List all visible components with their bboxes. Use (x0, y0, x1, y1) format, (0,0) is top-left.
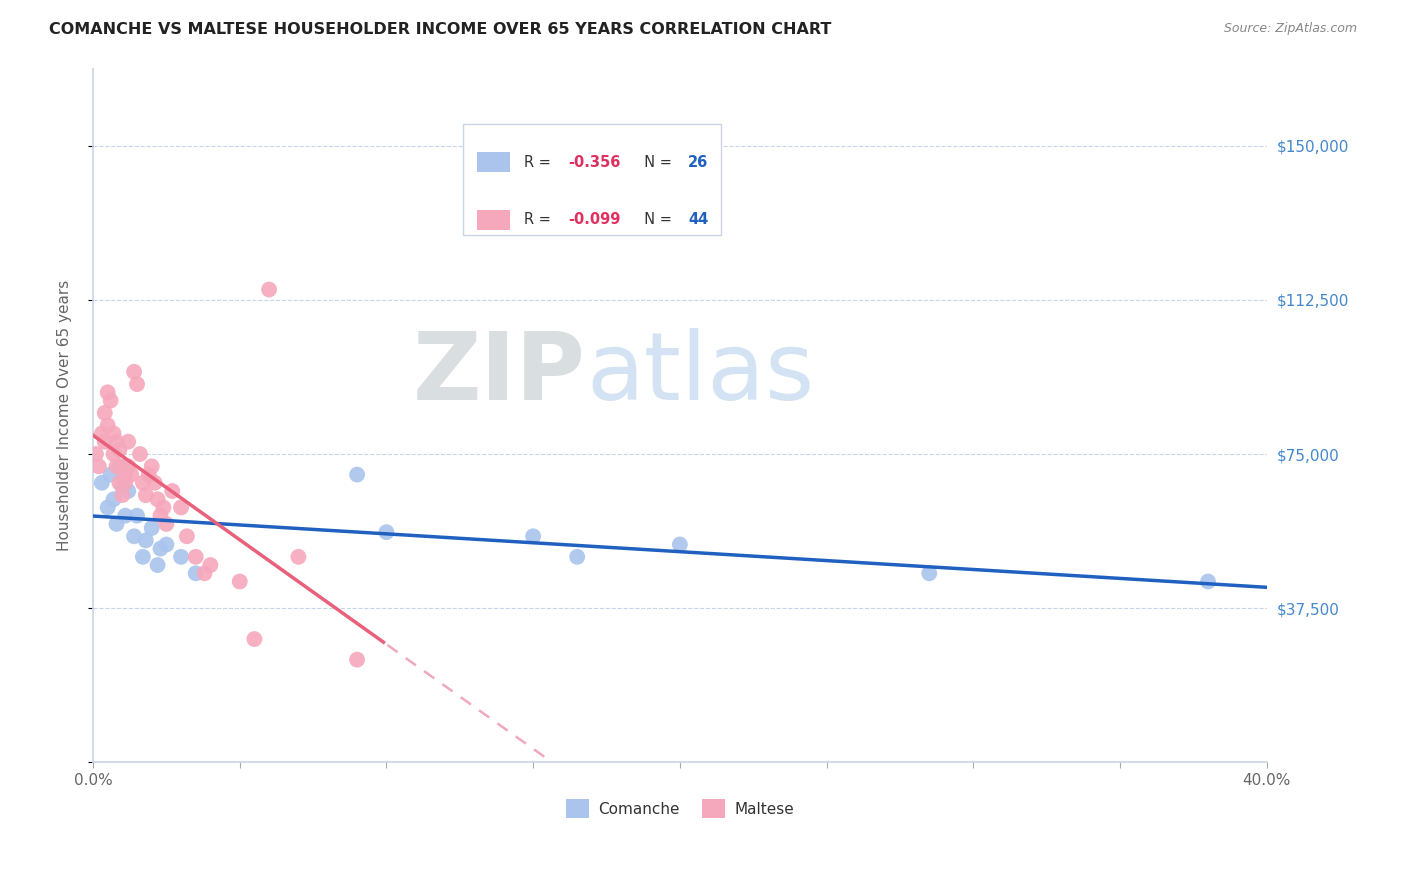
Point (125, 377, 148, 392)
Point (1197, 574, 1219, 589)
Point (111, 459, 134, 474)
Point (143, 475, 166, 490)
FancyBboxPatch shape (477, 211, 510, 229)
Point (103, 447, 125, 461)
Point (120, 467, 142, 482)
Point (669, 537, 692, 551)
Point (117, 434, 139, 449)
Point (155, 516, 177, 531)
Legend: Comanche, Maltese: Comanche, Maltese (560, 793, 800, 824)
Point (162, 483, 184, 498)
Point (567, 549, 589, 564)
Point (111, 488, 134, 502)
Point (141, 459, 163, 474)
Point (918, 566, 941, 581)
Point (90, 426, 112, 441)
Point (138, 467, 160, 482)
Text: 44: 44 (688, 212, 709, 227)
Point (132, 549, 155, 564)
Point (103, 426, 125, 441)
Point (132, 475, 155, 490)
Text: N =: N = (636, 154, 676, 169)
Point (146, 492, 169, 507)
Point (105, 459, 128, 474)
FancyBboxPatch shape (477, 153, 510, 172)
Point (117, 459, 139, 474)
Point (111, 480, 134, 494)
Point (149, 508, 172, 523)
Point (149, 541, 172, 556)
Text: Source: ZipAtlas.com: Source: ZipAtlas.com (1223, 22, 1357, 36)
Point (176, 529, 198, 543)
Text: atlas: atlas (586, 328, 814, 420)
Text: ZIP: ZIP (413, 328, 586, 420)
Point (114, 475, 136, 490)
Point (200, 558, 222, 572)
Point (152, 500, 174, 515)
Point (184, 566, 207, 581)
Point (125, 508, 148, 523)
Point (146, 558, 169, 572)
Point (129, 447, 152, 461)
Point (97, 500, 120, 515)
Point (155, 537, 177, 551)
Point (135, 488, 157, 502)
Y-axis label: Householder Income Over 65 years: Householder Income Over 65 years (58, 280, 72, 551)
Point (100, 393, 122, 408)
Point (122, 529, 145, 543)
Point (375, 525, 398, 540)
Point (135, 533, 157, 548)
Point (114, 508, 136, 523)
Point (90, 475, 112, 490)
Point (170, 500, 193, 515)
Point (346, 652, 368, 666)
Point (257, 283, 280, 297)
Point (346, 467, 368, 482)
Point (114, 467, 136, 482)
Point (287, 549, 309, 564)
Text: -0.356: -0.356 (568, 154, 620, 169)
Point (108, 459, 131, 474)
Point (243, 632, 266, 646)
FancyBboxPatch shape (463, 124, 721, 235)
Point (94, 406, 117, 420)
Point (100, 467, 122, 482)
Point (141, 521, 163, 535)
Point (122, 365, 145, 379)
Text: 26: 26 (688, 154, 709, 169)
Point (184, 549, 207, 564)
Text: COMANCHE VS MALTESE HOUSEHOLDER INCOME OVER 65 YEARS CORRELATION CHART: COMANCHE VS MALTESE HOUSEHOLDER INCOME O… (49, 22, 831, 37)
Point (94, 434, 117, 449)
Point (193, 566, 215, 581)
Point (170, 549, 193, 564)
Point (105, 516, 128, 531)
Point (87, 459, 110, 474)
Point (108, 475, 131, 490)
Point (117, 483, 139, 498)
Text: N =: N = (636, 212, 676, 227)
Point (103, 492, 125, 507)
Text: R =: R = (524, 154, 555, 169)
Point (108, 442, 131, 457)
Point (84, 447, 107, 461)
Point (522, 529, 544, 543)
Text: R =: R = (524, 212, 555, 227)
Point (97, 385, 120, 400)
Point (105, 434, 128, 449)
Point (97, 418, 120, 433)
Text: -0.099: -0.099 (568, 212, 620, 227)
Point (229, 574, 252, 589)
